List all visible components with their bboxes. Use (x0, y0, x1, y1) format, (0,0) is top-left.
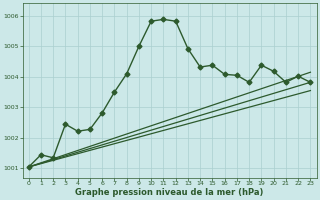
X-axis label: Graphe pression niveau de la mer (hPa): Graphe pression niveau de la mer (hPa) (76, 188, 264, 197)
